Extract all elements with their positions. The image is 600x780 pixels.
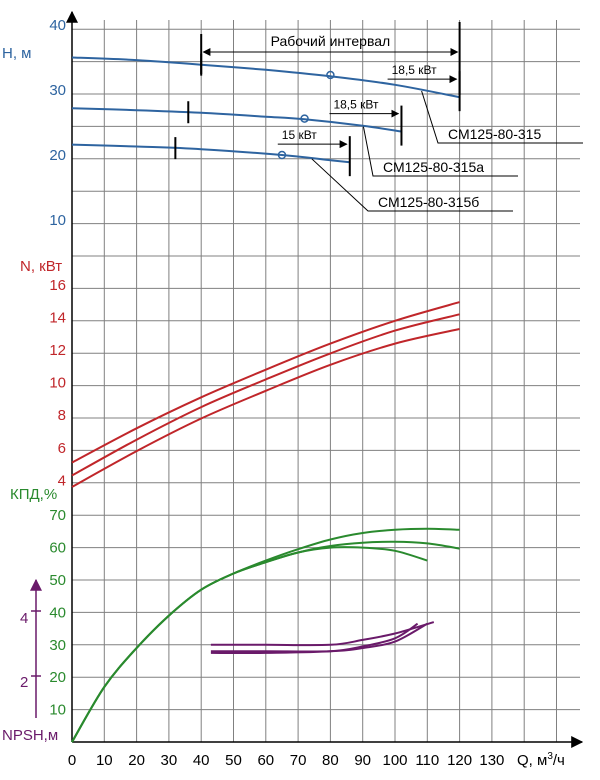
- power-tick-label: 6: [58, 440, 66, 457]
- x-tick-label: 60: [257, 752, 274, 769]
- series-name-label: СМ125-80-315б: [378, 194, 479, 210]
- power-tick-label: 8: [58, 407, 66, 424]
- x-tick-label: 10: [96, 752, 113, 769]
- power-tick-label: 12: [49, 342, 66, 359]
- head-curve-line: [71, 107, 402, 133]
- head-curve-line: [71, 143, 350, 164]
- efficiency-axis-label: КПД,%: [10, 486, 57, 503]
- series-leader-line: [362, 126, 518, 177]
- grid: [72, 20, 580, 743]
- head-duty-point: [277, 150, 287, 160]
- axes: [30, 10, 584, 748]
- head-axis-label: Н, м: [2, 45, 31, 62]
- motor-power-label: 18,5 кВт: [392, 63, 438, 77]
- working-interval-label: Рабочий интервал: [271, 33, 391, 49]
- head-duty-point: [326, 70, 335, 80]
- motor-power-label: 15 кВт: [282, 128, 318, 142]
- series-name-label: СМ125-80-315: [448, 126, 541, 142]
- x-tick-label: 110: [415, 752, 439, 769]
- efficiency-tick-label: 20: [49, 669, 66, 686]
- efficiency-tick-label: 70: [49, 507, 66, 524]
- npsh-curve-line: [210, 622, 419, 655]
- x-tick-label: 100: [382, 752, 407, 769]
- series-name-label: СМ125-80-315а: [383, 159, 484, 175]
- efficiency-tick-label: 50: [49, 572, 66, 589]
- efficiency-curve-line: [71, 546, 428, 743]
- x-tick-label: 90: [354, 752, 371, 769]
- tick-labels: 0 10 20 30 40 50 60 70 80 90 100 110 120 130 Q, м3/ч 10…: [2, 17, 565, 769]
- x-tick-label: 30: [161, 752, 178, 769]
- x-tick-label: 70: [290, 752, 307, 769]
- efficiency-tick-label: 60: [49, 540, 66, 557]
- npsh-tick-label: 4: [20, 610, 28, 627]
- motor-power-label: 18,5 кВт: [333, 98, 379, 112]
- x-axis-label: Q, м3/ч: [517, 751, 565, 769]
- head-tick-label: 30: [49, 82, 66, 99]
- power-tick-label: 10: [49, 375, 66, 392]
- x-tick-label: 0: [68, 752, 76, 769]
- npsh-curve-line: [210, 621, 435, 647]
- head-tick-label: 10: [49, 212, 66, 229]
- power-curve-line: [71, 328, 460, 488]
- efficiency-tick-label: 10: [49, 702, 66, 719]
- npsh-tick-label: 2: [20, 674, 28, 691]
- power-curve-line: [71, 313, 460, 477]
- x-tick-label: 50: [225, 752, 242, 769]
- series-leader-line: [311, 158, 513, 212]
- annotations: 18,5 кВт СМ125-80-315 18,5 кВт СМ125-80-315…: [200, 22, 583, 212]
- x-tick-label: 130: [479, 752, 504, 769]
- efficiency-tick-label: 30: [49, 637, 66, 654]
- head-duty-point: [300, 114, 309, 123]
- series-leader-line: [421, 90, 583, 144]
- head-tick-label: 20: [49, 147, 66, 164]
- power-tick-label: 4: [58, 472, 66, 489]
- power-tick-label: 14: [49, 310, 66, 327]
- power-axis-label: N, кВт: [20, 258, 62, 275]
- x-tick-label: 40: [193, 752, 210, 769]
- efficiency-tick-label: 40: [49, 604, 66, 621]
- power-tick-label: 16: [49, 277, 66, 294]
- x-tick-label: 20: [128, 752, 145, 769]
- npsh-axis-label: NPSH,м: [2, 727, 58, 744]
- x-tick-label: 80: [322, 752, 339, 769]
- power-curve-line: [71, 301, 460, 464]
- x-tick-label: 120: [447, 752, 472, 769]
- head-curve-line: [71, 56, 460, 99]
- head-tick-label: 40: [49, 17, 66, 34]
